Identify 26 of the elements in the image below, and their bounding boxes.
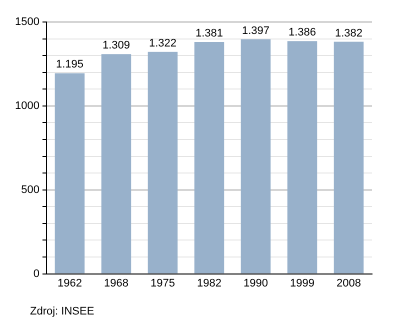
- bar: [54, 73, 85, 274]
- x-tick-label: 1962: [57, 277, 82, 290]
- data-label: 1.382: [334, 27, 363, 40]
- bar: [194, 42, 224, 274]
- bar: [287, 41, 318, 274]
- y-tick-label: 1000: [14, 100, 40, 112]
- x-tick-label: 1999: [290, 277, 314, 290]
- y-tick-label: 0: [33, 268, 40, 280]
- data-label: 1.386: [288, 26, 316, 39]
- text: Zdroj: INSEE: [30, 306, 94, 318]
- bar: [148, 52, 178, 274]
- data-label: 1.322: [148, 37, 176, 50]
- x-tick-label: 2008: [336, 277, 361, 290]
- bar: [240, 39, 271, 274]
- x-tick-label: 1975: [150, 277, 175, 290]
- data-label: 1.381: [195, 28, 223, 40]
- y-tick-label: 500: [21, 184, 40, 196]
- x-tick-label: 1982: [196, 277, 222, 290]
- data-label: 1.195: [56, 58, 84, 71]
- data-label: 1.397: [242, 24, 270, 37]
- bar: [101, 54, 132, 274]
- x-tick-label: 1968: [104, 277, 128, 290]
- bar: [334, 42, 364, 274]
- x-tick-label: 1990: [243, 277, 268, 290]
- data-label: 1.309: [102, 40, 130, 52]
- y-tick-label: 1500: [14, 16, 40, 28]
